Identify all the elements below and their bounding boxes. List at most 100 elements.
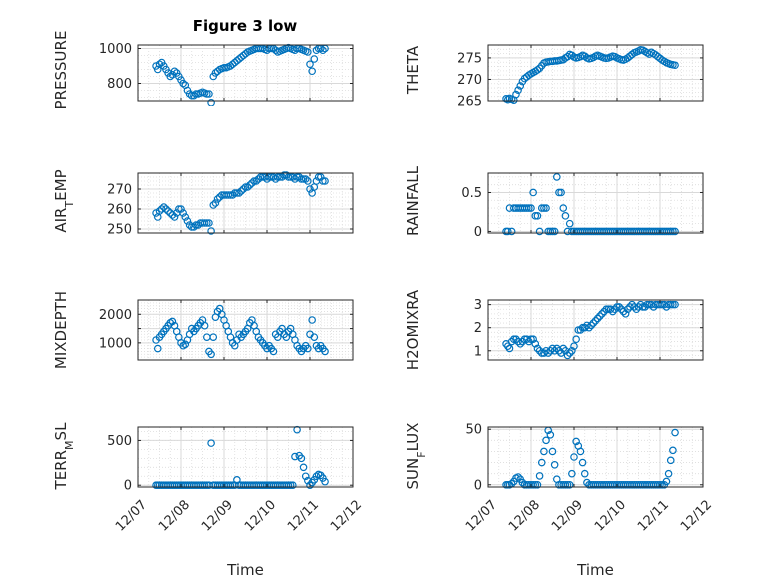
data-point	[183, 217, 192, 225]
data-point	[548, 447, 557, 456]
data-point	[514, 86, 522, 95]
data-point	[280, 171, 289, 179]
data-point	[630, 303, 639, 311]
x-axis-label: Time	[226, 561, 264, 579]
data-point	[664, 469, 673, 478]
subplot-theta: 265 270 275 THETA	[404, 44, 704, 110]
data-point	[615, 303, 623, 311]
data-point	[540, 447, 548, 456]
data-point	[282, 171, 291, 179]
data-point	[177, 205, 185, 213]
data-point	[162, 205, 170, 213]
data-point	[559, 344, 568, 353]
data-point	[535, 227, 544, 236]
data-point	[319, 46, 327, 55]
data-point	[613, 303, 621, 311]
data-point	[297, 454, 306, 463]
data-point	[559, 204, 568, 212]
data-point	[529, 480, 537, 489]
data-point	[548, 344, 557, 353]
data-point	[512, 90, 520, 99]
data-point	[200, 481, 209, 490]
y-tick-label: 800	[107, 77, 132, 92]
data-point	[669, 446, 677, 455]
data-point	[321, 177, 329, 185]
data-point	[170, 213, 179, 221]
data-point	[671, 428, 679, 437]
x-tick-label: 12/09	[199, 497, 236, 534]
data-point	[308, 316, 316, 324]
data-point	[527, 204, 535, 212]
data-point	[187, 223, 196, 231]
data-point	[557, 349, 565, 357]
y-axis-label: TERRMSL	[52, 422, 76, 491]
data-point	[155, 207, 164, 215]
data-point	[608, 307, 617, 316]
x-tick-label: 12/07	[463, 497, 500, 534]
data-point	[192, 221, 200, 229]
subplot-pressure: 800 1000 PRESSURE	[52, 31, 354, 109]
data-point	[572, 437, 580, 446]
data-point	[546, 346, 555, 355]
axes-box	[137, 299, 354, 361]
figure-title: Figure 3 low	[193, 17, 298, 35]
data-point	[207, 98, 215, 106]
data-point	[512, 335, 520, 344]
data-point	[662, 477, 671, 486]
data-point	[641, 303, 649, 311]
y-tick-label: 50	[465, 423, 482, 438]
data-markers	[152, 304, 329, 359]
data-point	[271, 175, 280, 183]
data-point	[666, 300, 675, 309]
data-point	[531, 340, 540, 348]
data-point	[233, 189, 241, 197]
data-point	[308, 67, 316, 76]
data-point	[662, 303, 671, 311]
axes-box	[137, 172, 354, 234]
x-tick-label: 12/10	[592, 497, 629, 534]
data-point	[529, 335, 537, 344]
x-axis-label: Time	[576, 561, 614, 579]
subplot-terr-msl: 0 500 12/07 12/08 12/09 12/10 12/11 12/12 TERRMS…	[52, 422, 365, 579]
data-point	[544, 349, 553, 357]
y-tick-label: 3	[474, 298, 482, 313]
data-point	[207, 350, 215, 359]
data-point	[628, 300, 636, 309]
data-point	[546, 227, 555, 236]
data-point	[509, 335, 518, 344]
y-tick-label: 0	[124, 479, 132, 494]
data-point	[209, 333, 218, 341]
data-point	[574, 326, 583, 334]
data-point	[546, 430, 555, 439]
axes-box	[137, 44, 354, 102]
data-point	[276, 173, 284, 181]
data-point	[301, 472, 310, 481]
subplot-mixdepth: 1000 2000 MIXDEPTH	[52, 291, 354, 369]
data-point	[643, 300, 651, 309]
subplot-h2omixra: 1 2 3 H2OMIXRA	[404, 289, 704, 370]
data-point	[200, 219, 209, 227]
data-point	[200, 321, 209, 330]
data-point	[507, 227, 516, 236]
x-tick-label: 12/12	[328, 497, 365, 534]
data-point	[552, 173, 561, 181]
data-point	[583, 478, 591, 487]
x-tick-label: 12/10	[242, 497, 279, 534]
data-point	[297, 175, 306, 183]
data-point	[568, 469, 576, 478]
data-point	[531, 212, 540, 220]
data-point	[585, 323, 593, 332]
data-markers	[502, 45, 679, 104]
data-point	[284, 173, 293, 181]
data-point	[304, 177, 312, 185]
data-point	[246, 181, 254, 189]
data-markers	[502, 426, 679, 489]
data-point	[606, 305, 615, 314]
data-point	[593, 314, 602, 323]
data-point	[235, 189, 243, 197]
data-point	[602, 305, 611, 314]
data-point	[301, 175, 310, 183]
data-point	[570, 342, 578, 350]
data-point	[516, 82, 525, 90]
data-point	[565, 219, 574, 228]
